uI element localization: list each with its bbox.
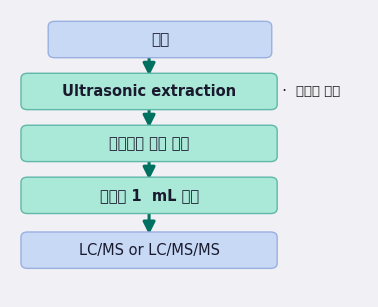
FancyBboxPatch shape [21,232,277,268]
FancyBboxPatch shape [21,177,277,214]
FancyBboxPatch shape [48,21,272,58]
Text: LC/MS or LC/MS/MS: LC/MS or LC/MS/MS [79,243,220,258]
Text: ·: · [282,84,287,99]
Text: 시료: 시료 [151,32,169,47]
Text: 주출액을 질소 농축: 주출액을 질소 농축 [109,136,189,151]
Text: 메탄올 1  mL 추가: 메탄올 1 mL 추가 [99,188,199,203]
FancyBboxPatch shape [21,73,277,110]
Text: Ultrasonic extraction: Ultrasonic extraction [62,84,236,99]
FancyBboxPatch shape [21,125,277,161]
Text: 메탄올 첨가: 메탄올 첨가 [296,85,340,98]
